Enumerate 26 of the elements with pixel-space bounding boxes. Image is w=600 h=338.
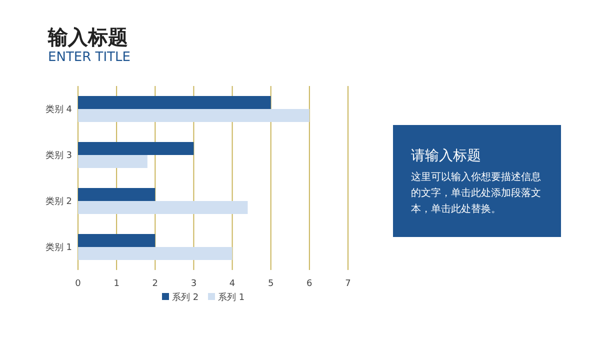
chart-title: 输入标题 bbox=[47, 25, 128, 49]
legend-label: 系列 2 bbox=[172, 292, 199, 303]
bar bbox=[78, 142, 194, 155]
bar bbox=[78, 155, 148, 168]
bar bbox=[78, 109, 310, 122]
bar bbox=[78, 234, 156, 247]
x-tick-label: 3 bbox=[190, 279, 197, 289]
x-tick-label: 0 bbox=[75, 279, 82, 289]
bar bbox=[78, 96, 271, 109]
y-tick-label: 类别 4 bbox=[45, 104, 72, 115]
x-tick-label: 5 bbox=[268, 279, 274, 289]
bar bbox=[78, 188, 156, 201]
x-tick-label: 2 bbox=[152, 279, 158, 289]
legend-label: 系列 1 bbox=[218, 292, 245, 303]
chart-subtitle: ENTER TITLE bbox=[48, 50, 130, 65]
x-tick-label: 1 bbox=[114, 279, 120, 289]
x-tick-label: 4 bbox=[229, 279, 236, 289]
bar bbox=[78, 247, 232, 260]
bar bbox=[78, 201, 248, 214]
y-tick-label: 类别 1 bbox=[45, 242, 72, 253]
x-tick-label: 6 bbox=[306, 279, 313, 289]
y-tick-label: 类别 3 bbox=[45, 150, 72, 161]
text: 这里可以输入你想要描述信息的文字，单击此处添加段落文本，单击此处替换。 bbox=[411, 170, 542, 217]
x-tick-label: 7 bbox=[345, 279, 351, 289]
text: 请输入标题 bbox=[411, 147, 482, 165]
y-tick-label: 类别 2 bbox=[45, 196, 72, 207]
